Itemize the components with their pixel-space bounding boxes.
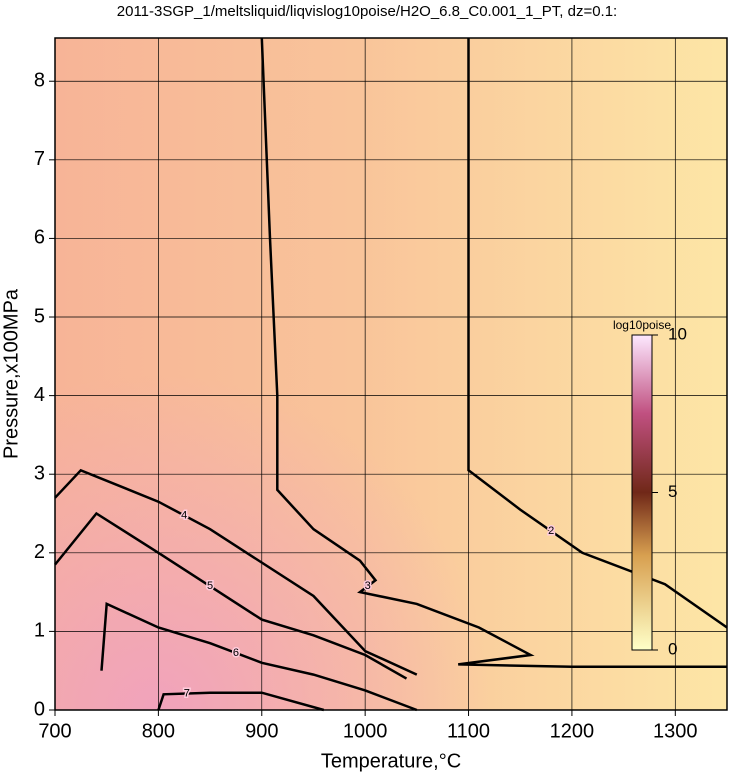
chart-title: 2011-3SGP_1/meltsliquid/liqvislog10poise…: [117, 3, 617, 20]
y-tick-label: 0: [34, 698, 45, 720]
colorbar-tick-label: 0: [668, 639, 677, 658]
contour-label: 5: [207, 580, 213, 592]
y-tick-label: 8: [34, 70, 45, 92]
x-axis-label: Temperature,°C: [321, 750, 461, 772]
y-tick-label: 3: [34, 462, 45, 484]
x-tick-label: 1300: [653, 720, 698, 742]
contour-line: [54, 468, 418, 676]
plot-shading: [55, 38, 727, 710]
contour-line: [260, 37, 727, 669]
colorbar-label: log10poise: [613, 318, 671, 332]
contour-label: 4: [181, 509, 187, 521]
colorbar: [631, 334, 653, 651]
x-tick-label: 700: [38, 720, 71, 742]
x-tick-label: 1100: [447, 720, 490, 742]
contour-line: [100, 602, 418, 712]
contour-line: [54, 511, 408, 680]
x-tick-label: 1000: [343, 720, 388, 742]
contour-label: 7: [184, 687, 190, 699]
colorbar-tick-label: 5: [668, 482, 677, 501]
y-tick-label: 7: [34, 148, 45, 170]
contour-line: [467, 38, 728, 629]
colorbar-tick-label: 10: [668, 324, 687, 343]
y-axis-label: Pressure,x100MPa: [0, 288, 22, 459]
x-tick-label: 1200: [550, 720, 595, 742]
y-tick-label: 4: [34, 384, 45, 406]
y-tick-label: 6: [34, 227, 45, 249]
y-tick-label: 5: [34, 305, 45, 327]
contour-label: 3: [365, 580, 371, 592]
contour-line: [157, 691, 325, 712]
contour-label: 6: [233, 647, 239, 659]
x-tick-label: 900: [245, 720, 278, 742]
contour-label: 2: [548, 525, 554, 537]
y-tick-label: 1: [34, 620, 45, 642]
x-tick-label: 800: [142, 720, 175, 742]
plot-frame: [54, 37, 728, 711]
y-tick-label: 2: [34, 541, 45, 563]
contours: 2 3 4 5 6 7: [54, 37, 728, 712]
